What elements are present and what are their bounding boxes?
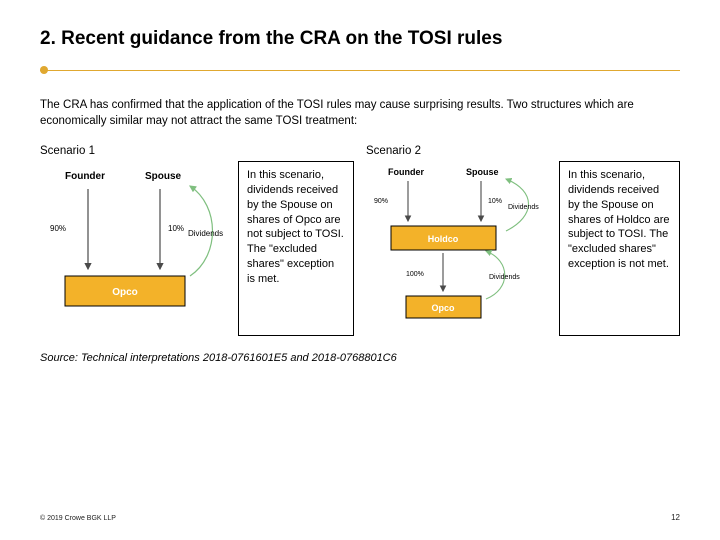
page-title: 2. Recent guidance from the CRA on the T… — [40, 28, 680, 50]
page-number: 12 — [671, 513, 680, 522]
svg-text:Opco: Opco — [112, 287, 138, 298]
source-line: Source: Technical interpretations 2018-0… — [40, 352, 680, 364]
svg-text:10%: 10% — [488, 198, 502, 205]
scenario-1-description: In this scenario, dividends received by … — [238, 161, 354, 336]
svg-text:Founder: Founder — [65, 171, 105, 182]
svg-text:Spouse: Spouse — [466, 167, 499, 177]
scenario-2-col: Scenario 2 Founder Spouse — [366, 145, 680, 336]
svg-text:Dividends: Dividends — [489, 274, 520, 281]
svg-text:Founder: Founder — [388, 167, 424, 177]
svg-text:90%: 90% — [374, 198, 388, 205]
scenario-1-label: Scenario 1 — [40, 145, 354, 157]
svg-text:100%: 100% — [406, 271, 424, 278]
svg-text:10%: 10% — [168, 224, 184, 233]
scenario-2-description: In this scenario, dividends received by … — [559, 161, 680, 336]
svg-text:Opco: Opco — [431, 303, 455, 313]
footer-copyright: © 2019 Crowe BGK LLP — [40, 515, 116, 522]
svg-text:Spouse: Spouse — [145, 171, 182, 182]
scenario-1-col: Scenario 1 Founder Spouse — [40, 145, 354, 336]
scenario-1-diagram: Founder Spouse 90% — [40, 161, 230, 336]
intro-text: The CRA has confirmed that the applicati… — [40, 98, 680, 129]
svg-text:Holdco: Holdco — [428, 234, 459, 244]
accent-rule — [40, 66, 680, 76]
scenario-2-label: Scenario 2 — [366, 145, 680, 157]
accent-dot — [40, 66, 48, 74]
scenario-2-diagram: Founder Spouse 90% 10% Dividends Holdco … — [366, 161, 551, 336]
scenarios-row: Scenario 1 Founder Spouse — [40, 145, 680, 336]
svg-text:90%: 90% — [50, 224, 66, 233]
accent-line — [40, 70, 680, 71]
svg-text:Dividends: Dividends — [508, 204, 539, 211]
svg-text:Dividends: Dividends — [188, 229, 223, 238]
